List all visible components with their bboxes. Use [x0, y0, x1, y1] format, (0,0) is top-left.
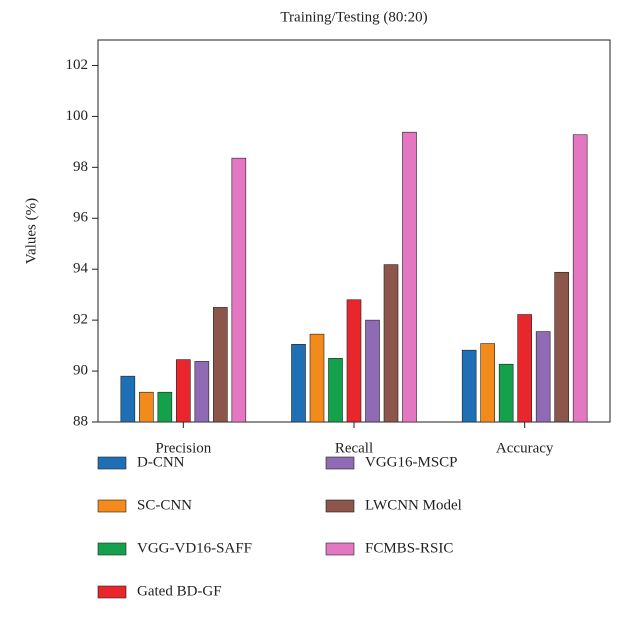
x-tick-label: Accuracy [496, 440, 554, 456]
y-tick-label: 94 [73, 261, 89, 277]
legend-label: LWCNN Model [365, 497, 462, 513]
legend-label: VGG-VD16-SAFF [137, 540, 252, 556]
legend-swatch [325, 456, 355, 470]
legend-label: SC-CNN [137, 497, 192, 513]
bar [291, 344, 306, 423]
x-tick-label: Recall [335, 440, 373, 456]
y-tick-label: 100 [66, 108, 89, 124]
y-tick-label: 92 [73, 312, 88, 328]
bar [517, 314, 532, 423]
bar [402, 131, 417, 423]
y-tick-label: 88 [73, 413, 88, 429]
bar [498, 363, 514, 423]
legend-label: Gated BD-GF [137, 583, 222, 599]
y-tick-label: 98 [73, 159, 88, 175]
legend-label: VGG16-MSCP [365, 454, 458, 470]
y-axis-label: Values (%) [23, 198, 39, 264]
bar [572, 134, 588, 423]
legend-swatch [325, 499, 355, 513]
bar [461, 349, 477, 423]
legend-label: FCMBS-RSIC [365, 540, 453, 556]
bar [480, 343, 495, 423]
x-tick-label: Precision [155, 440, 211, 456]
legend-swatch [97, 585, 127, 599]
bar [535, 331, 551, 423]
legend-swatch [97, 499, 127, 513]
bar [120, 375, 136, 423]
bar [383, 264, 399, 423]
legend-swatch [97, 542, 127, 556]
bar [554, 271, 569, 423]
bar [157, 391, 173, 423]
bar [231, 157, 247, 423]
legend-swatch [97, 456, 127, 470]
bar [346, 299, 362, 423]
y-tick-label: 102 [66, 57, 89, 73]
bar [309, 333, 325, 423]
y-tick-label: 90 [73, 363, 88, 379]
legend-swatch [325, 542, 355, 556]
bar [365, 319, 380, 423]
chart-title: Training/Testing (80:20) [280, 9, 427, 25]
legend-label: D-CNN [137, 454, 185, 470]
bar [176, 359, 191, 423]
y-tick-label: 96 [73, 210, 89, 226]
bar [213, 307, 228, 423]
bar [194, 361, 210, 423]
bar [328, 358, 343, 423]
bar [139, 391, 154, 423]
